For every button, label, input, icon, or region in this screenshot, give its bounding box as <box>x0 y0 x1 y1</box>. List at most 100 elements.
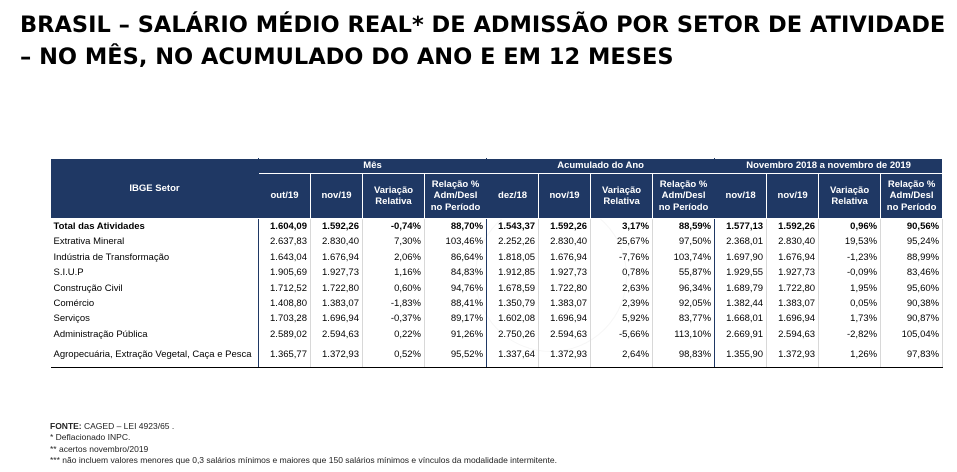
row-value: 0,05% <box>818 296 882 312</box>
title-line-1: BRASIL – SALÁRIO MÉDIO REAL* DE ADMISSÃO… <box>20 12 946 38</box>
table-row: Construção Civil 1.712,52 1.722,80 0,60% 94,… <box>50 280 944 297</box>
row-value: 84,83% <box>424 265 488 281</box>
row-value: 1.383,07 <box>310 296 363 312</box>
footnote-1: * Deflacionado INPC. <box>50 432 131 443</box>
row-value: 98,83% <box>652 342 716 369</box>
row-value: -0,74% <box>362 218 425 235</box>
row-value: 1.408,80 <box>258 296 311 312</box>
row-value: 2.637,83 <box>258 234 311 250</box>
row-value: 88,59% <box>652 218 716 235</box>
row-value: 90,87% <box>880 311 944 327</box>
col-header: Variação Relativa <box>362 173 425 219</box>
row-value: 2.589,02 <box>258 326 311 343</box>
group-header-12-meses: Novembro 2018 a novembro de 2019 <box>714 158 944 174</box>
row-value: 1.383,07 <box>538 296 592 312</box>
row-value: 1,16% <box>362 265 425 281</box>
group-header-mes: Mês <box>257 158 488 174</box>
row-value: 1.927,73 <box>766 265 820 281</box>
row-value: 1.592,26 <box>766 218 820 235</box>
table-row: S.I.U.P 1.905,69 1.927,73 1,16% 84,83% 1.912,… <box>50 265 944 281</box>
row-setor: Construção Civil <box>50 280 259 297</box>
row-value: 1.818,05 <box>486 249 540 266</box>
row-value: 1.602,08 <box>486 311 540 327</box>
row-value: 1.372,93 <box>766 342 820 369</box>
page-title: BRASIL – SALÁRIO MÉDIO REAL* DE ADMISSÃO… <box>20 9 950 73</box>
row-value: 96,34% <box>652 280 716 297</box>
table-row: Total das Atividades 1.604,09 1.592,26 -0,7… <box>50 218 944 235</box>
row-value: 2,63% <box>590 280 654 297</box>
row-value: 95,60% <box>880 280 944 297</box>
row-value: 1.676,94 <box>310 249 363 266</box>
row-value: 103,46% <box>424 234 488 250</box>
col-header: Relação % Adm/Desl no Período <box>652 173 716 219</box>
row-setor: S.I.U.P <box>50 265 259 281</box>
row-value: 1.372,93 <box>538 342 592 369</box>
row-value: 1.697,90 <box>714 249 768 266</box>
row-value: 91,26% <box>424 326 488 343</box>
row-value: 0,52% <box>362 342 425 369</box>
setor-header: IBGE Setor <box>50 158 259 219</box>
row-value: 2.750,26 <box>486 326 540 343</box>
row-value: -1,23% <box>818 249 882 266</box>
row-value: 19,53% <box>818 234 882 250</box>
row-value: 0,60% <box>362 280 425 297</box>
row-value: 2,64% <box>590 342 654 369</box>
row-value: 2.830,40 <box>766 234 820 250</box>
table-row: Agropecuária, Extração Vegetal, Caça e P… <box>50 342 944 369</box>
row-value: 88,41% <box>424 296 488 312</box>
row-value: 1.927,73 <box>310 265 363 281</box>
col-header: nov/19 <box>766 173 820 219</box>
row-value: 105,04% <box>880 326 944 343</box>
row-value: 1.383,07 <box>766 296 820 312</box>
row-value: 1.912,85 <box>486 265 540 281</box>
row-value: 1,95% <box>818 280 882 297</box>
row-value: -0,37% <box>362 311 425 327</box>
footnote-3: *** não incluem valores menores que 0,3 … <box>50 454 557 465</box>
row-value: 1.365,77 <box>258 342 311 369</box>
row-value: 1.689,79 <box>714 280 768 297</box>
row-value: 2.594,63 <box>538 326 592 343</box>
col-header: Relação % Adm/Desl no Período <box>423 173 488 219</box>
row-value: 2,06% <box>362 249 425 266</box>
row-value: 89,17% <box>424 311 488 327</box>
row-value: 1.668,01 <box>714 311 768 327</box>
row-value: -2,82% <box>818 326 882 343</box>
col-header: nov/19 <box>310 173 363 219</box>
row-value: 95,24% <box>880 234 944 250</box>
row-value: 1.355,90 <box>714 342 768 369</box>
salary-table: IBGE Setor Mês Acumulado do Ano Novembro… <box>50 158 944 369</box>
row-value: 1.676,94 <box>538 249 592 266</box>
row-value: 1.592,26 <box>538 218 592 235</box>
row-value: 1.592,26 <box>310 218 363 235</box>
row-value: 55,87% <box>652 265 716 281</box>
row-value: 1.696,94 <box>538 311 592 327</box>
row-value: 1.337,64 <box>486 342 540 369</box>
row-value: 1.696,94 <box>310 311 363 327</box>
row-value: 2.830,40 <box>310 234 363 250</box>
row-value: 90,56% <box>880 218 944 235</box>
col-header: Relação % Adm/Desl no Período <box>880 173 944 219</box>
row-value: 0,96% <box>818 218 882 235</box>
row-setor: Agropecuária, Extração Vegetal, Caça e P… <box>50 342 259 369</box>
row-value: 1.678,59 <box>486 280 540 297</box>
row-value: 88,70% <box>424 218 488 235</box>
row-value: -1,83% <box>362 296 425 312</box>
row-setor: Total das Atividades <box>50 218 259 235</box>
row-value: 1.350,79 <box>486 296 540 312</box>
row-value: 1.696,94 <box>766 311 820 327</box>
row-value: 2,39% <box>590 296 654 312</box>
table-row: Comércio 1.408,80 1.383,07 -1,83% 88,41% 1.35… <box>50 296 944 312</box>
row-value: 25,67% <box>590 234 654 250</box>
row-value: 83,77% <box>652 311 716 327</box>
row-value: 2.669,91 <box>714 326 768 343</box>
source-note: FONTE: CAGED – LEI 4923/65 . <box>50 421 557 432</box>
table-row: Indústria de Transformação 1.643,04 1.676,… <box>50 249 944 266</box>
row-value: 97,83% <box>880 342 944 369</box>
row-value: 1.927,73 <box>538 265 592 281</box>
row-value: 1,73% <box>818 311 882 327</box>
row-value: 95,52% <box>424 342 488 369</box>
row-value: 1.905,69 <box>258 265 311 281</box>
row-value: 1.722,80 <box>310 280 363 297</box>
col-header: Variação Relativa <box>590 173 654 219</box>
row-value: 94,76% <box>424 280 488 297</box>
